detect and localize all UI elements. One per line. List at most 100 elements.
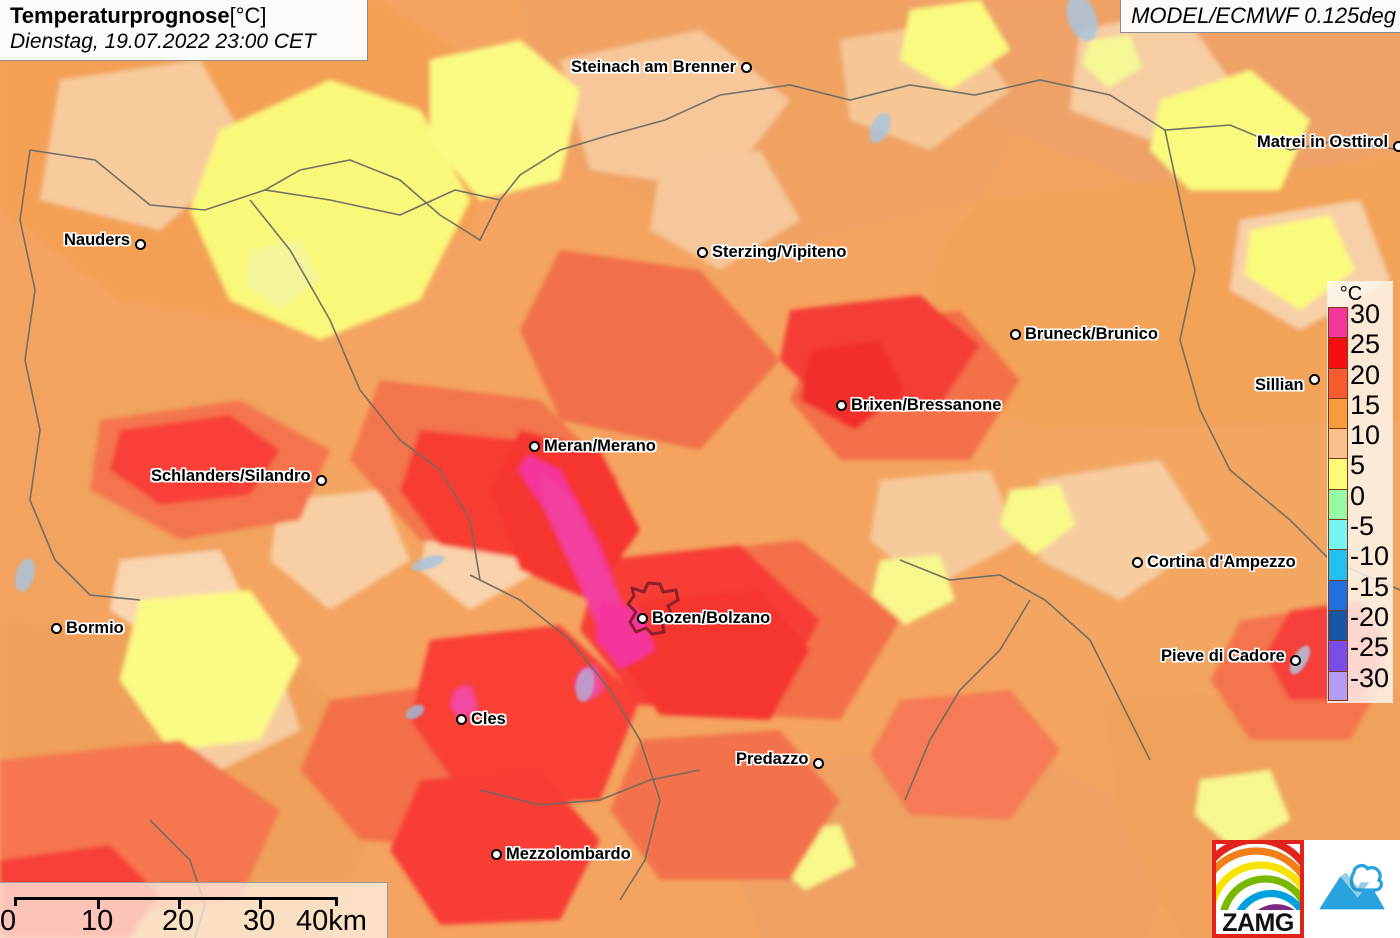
city-name: Nauders	[64, 231, 131, 249]
city-marker-icon	[1289, 654, 1301, 666]
legend-label: 5	[1350, 450, 1366, 481]
city-name: Bozen/Bolzano	[652, 609, 771, 627]
legend-swatch	[1328, 609, 1348, 641]
city-label[interactable]: Mezzolombardo	[491, 846, 631, 863]
mountain-cloud-icon	[1319, 863, 1385, 910]
logo-strip: ZAMG	[1212, 840, 1400, 938]
city-marker-icon	[529, 440, 540, 452]
city-label[interactable]: Bruneck/Brunico	[1010, 326, 1158, 343]
city-marker-icon	[135, 238, 147, 250]
legend-row: 10	[1327, 422, 1393, 459]
legend-row: -10	[1327, 543, 1393, 580]
legend-row: -25	[1327, 634, 1393, 671]
city-label[interactable]: Brixen/Bressanone	[836, 397, 1001, 414]
city-label[interactable]: Bormio	[51, 620, 124, 637]
city-label[interactable]: Sillian	[1255, 373, 1320, 394]
degree-dot-icon	[1212, 922, 1215, 931]
legend-swatch	[1328, 519, 1348, 550]
legend-row: 5	[1327, 452, 1393, 489]
city-label[interactable]: Schlanders/Silandro	[151, 467, 327, 486]
city-label[interactable]: Nauders	[64, 231, 147, 250]
city-name: Matrei in Osttirol	[1257, 133, 1389, 151]
legend-swatch	[1328, 307, 1348, 338]
scale-label: 20	[162, 905, 195, 937]
legend-label: -5	[1350, 511, 1375, 542]
scale-tick	[259, 900, 262, 909]
city-label[interactable]: Steinach am Brenner	[571, 58, 753, 76]
legend-label: -25	[1350, 632, 1390, 663]
city-marker-icon	[315, 474, 327, 486]
city-marker-icon	[741, 61, 753, 73]
scale-label: 10	[81, 905, 114, 937]
scale-tick	[178, 900, 181, 909]
legend-row: 0	[1327, 482, 1393, 520]
city-name: Bormio	[66, 619, 124, 637]
city-name: Cortina d'Ampezzo	[1147, 553, 1296, 571]
city-marker-icon	[1010, 328, 1021, 340]
legend-label: 20	[1350, 359, 1381, 390]
city-name: Brixen/Bressanone	[851, 396, 1002, 414]
scale-label: 40km	[296, 905, 367, 937]
legend-swatch	[1328, 670, 1348, 701]
city-name: Bruneck/Brunico	[1025, 325, 1158, 343]
legend-row: 30	[1327, 301, 1393, 338]
city-label[interactable]: Predazzo	[736, 751, 825, 769]
city-label[interactable]: Bozen/Bolzano	[637, 610, 770, 627]
legend-swatch	[1328, 458, 1348, 489]
legend-row: 15	[1327, 391, 1393, 429]
city-marker-icon	[491, 848, 502, 860]
legend-swatch	[1328, 428, 1348, 459]
forecast-timestamp: Dienstag, 19.07.2022 23:00 CET	[10, 29, 316, 53]
legend-row: -5	[1327, 513, 1393, 550]
city-label[interactable]: Cortina d'Ampezzo	[1132, 554, 1296, 571]
legend-swatch	[1328, 579, 1348, 610]
legend-swatch	[1328, 640, 1348, 671]
page-title: Temperaturprognose[°C]	[10, 3, 357, 29]
legend-label: 30	[1350, 299, 1381, 329]
legend-label: 25	[1350, 329, 1381, 360]
city-label[interactable]: Sterzing/Vipiteno	[697, 244, 846, 261]
legend-row: 20	[1327, 361, 1393, 398]
city-name: Pieve di Cadore	[1161, 647, 1285, 665]
zamg-logo[interactable]: ZAMG	[1212, 840, 1304, 938]
legend-label: -20	[1350, 601, 1390, 632]
city-label[interactable]: Meran/Merano	[529, 438, 656, 455]
legend-label: 10	[1350, 420, 1381, 451]
scale-tick	[97, 900, 100, 909]
city-marker-icon	[813, 757, 825, 769]
model-box: MODEL/ECMWF 0.125deg	[1120, 0, 1400, 34]
city-marker-icon	[637, 612, 648, 624]
legend-swatch	[1328, 549, 1348, 580]
city-name: Steinach am Brenner	[571, 58, 737, 76]
scale-bar: 0 10 20 30 40km	[0, 882, 388, 938]
temperature-legend: °C 30 25 20 15 10 5 0 -5 -10 -15 -20 -25 -30	[1327, 281, 1393, 703]
city-name: Schlanders/Silandro	[151, 467, 311, 485]
city-label[interactable]: Cles	[456, 711, 506, 728]
city-label[interactable]: Pieve di Cadore	[1161, 647, 1301, 666]
title-unit-text: [°C]	[229, 3, 267, 28]
city-label[interactable]: Matrei in Osttirol	[1257, 133, 1400, 152]
city-marker-icon	[836, 399, 847, 411]
city-marker-icon	[51, 622, 62, 634]
city-name: Meran/Merano	[544, 437, 656, 455]
city-name: Cles	[471, 710, 506, 728]
title-main-text: Temperaturprognose	[10, 3, 230, 28]
scale-label: 30	[243, 905, 276, 937]
zamg-wordmark: ZAMG	[1216, 909, 1300, 934]
legend-swatch	[1328, 337, 1348, 368]
city-marker-icon	[697, 246, 708, 258]
city-marker-icon	[1132, 556, 1143, 568]
title-box: Temperaturprognose[°C] Dienstag, 19.07.2…	[0, 0, 368, 62]
legend-label: -30	[1350, 662, 1390, 693]
legend-label: 15	[1350, 389, 1381, 420]
city-name: Sillian	[1255, 376, 1304, 394]
city-marker-icon	[1308, 373, 1320, 385]
geosphere-logo[interactable]	[1304, 840, 1400, 938]
legend-label: -10	[1350, 541, 1390, 572]
legend-swatch	[1328, 488, 1348, 520]
legend-row: -15	[1327, 573, 1393, 610]
legend-row: -20	[1327, 603, 1393, 641]
model-label: MODEL/ECMWF 0.125deg	[1131, 3, 1396, 28]
